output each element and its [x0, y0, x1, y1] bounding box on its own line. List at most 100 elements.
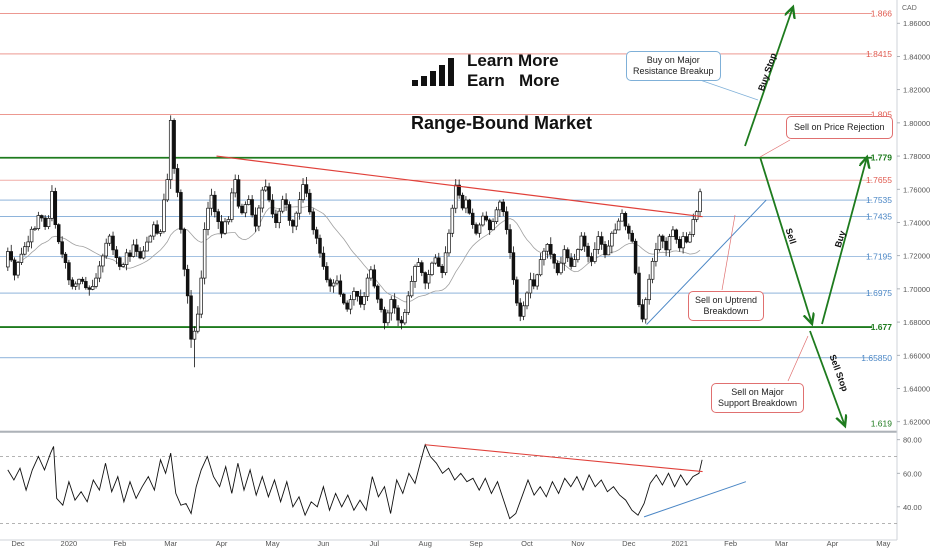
candle-body — [226, 219, 231, 223]
sell-stop-arrow — [809, 330, 845, 426]
logo-text: Learn More Earn More — [467, 51, 560, 91]
candle-body — [165, 179, 170, 201]
candle-body — [94, 277, 98, 287]
candle-body — [450, 207, 455, 234]
price-tick-label: 1.78000 — [903, 152, 930, 161]
time-tick-label: Aug — [419, 539, 432, 548]
candle-body — [430, 262, 434, 275]
candle-body — [128, 252, 132, 257]
candle-body — [16, 262, 20, 276]
candle-body — [372, 269, 377, 287]
price-tick-label: 1.74000 — [903, 218, 930, 227]
price-tick-label: 1.84000 — [903, 52, 930, 61]
candle-body — [216, 211, 220, 222]
candle-body — [308, 192, 312, 213]
candle-body — [630, 232, 634, 242]
candle-body — [688, 234, 692, 243]
time-tick-label: Oct — [521, 539, 534, 548]
candle-body — [593, 249, 597, 262]
candle-body — [267, 186, 271, 201]
candle-body — [501, 201, 505, 213]
candle-body — [114, 249, 119, 259]
price-tick-label: 1.64000 — [903, 384, 930, 393]
callout-sell-uptrend: Sell on Uptrend Breakdown — [688, 291, 765, 321]
time-tick-label: Mar — [775, 539, 788, 548]
candle-body — [511, 252, 516, 281]
sell-arrow — [759, 156, 812, 324]
candle-body — [416, 262, 421, 267]
candle-body — [182, 229, 187, 270]
candle-body — [375, 285, 380, 300]
candle-body — [616, 220, 621, 231]
level-label: 1.8415 — [866, 49, 892, 59]
candle-body — [389, 299, 393, 314]
time-tick-label: Apr — [216, 539, 228, 548]
candle-body — [43, 217, 47, 227]
candle-body — [236, 179, 241, 207]
time-tick-label: Feb — [724, 539, 737, 548]
moving-average-line — [7, 206, 701, 303]
candle-body — [209, 194, 214, 209]
candle-body — [189, 295, 193, 340]
candle-body — [287, 204, 292, 221]
candle-body — [274, 213, 278, 223]
candle-body — [464, 199, 468, 209]
price-tick-label: 1.62000 — [903, 418, 930, 427]
time-tick-label: Jul — [370, 539, 380, 548]
candle-body — [613, 229, 617, 234]
candle-body — [280, 199, 285, 212]
candle-body — [168, 120, 173, 180]
candle-body — [677, 239, 682, 249]
candle-body — [589, 256, 594, 262]
logo-line-1: Learn More — [467, 51, 559, 70]
candle-body — [328, 279, 332, 287]
candle-body — [155, 224, 159, 234]
candle-body — [440, 265, 444, 273]
price-tick-label: 1.70000 — [903, 285, 930, 294]
candle-body — [413, 266, 417, 282]
candle-body — [647, 278, 651, 301]
candle-body — [453, 184, 458, 209]
candles-group — [6, 115, 702, 368]
level-label: 1.779 — [871, 153, 893, 163]
level-label: 1.7655 — [866, 175, 892, 185]
candle-body — [457, 184, 461, 196]
candle-body — [582, 235, 587, 247]
price-tick-label: 1.82000 — [903, 86, 930, 95]
candle-body — [487, 219, 492, 231]
level-label: 1.6975 — [866, 288, 892, 298]
candle-body — [331, 282, 336, 287]
candle-body — [379, 298, 383, 310]
price-tick-label: 1.76000 — [903, 185, 930, 194]
candle-body — [342, 293, 346, 304]
candle-body — [664, 240, 668, 251]
candle-body — [362, 296, 366, 305]
ascending-trendline — [646, 199, 767, 325]
candle-body — [579, 235, 584, 250]
candle-body — [53, 191, 58, 225]
candle-body — [145, 241, 149, 252]
time-tick-label: Apr — [827, 539, 839, 548]
candle-body — [484, 215, 489, 221]
logo-line-2: Earn More — [467, 71, 560, 90]
candle-body — [335, 280, 339, 284]
sell-label: Sell — [784, 227, 798, 245]
leader-sell-support — [787, 335, 809, 382]
level-label: 1.65850 — [861, 353, 892, 363]
candle-body — [504, 211, 509, 230]
candle-body — [633, 240, 638, 274]
candle-body — [399, 319, 404, 324]
candle-body — [365, 277, 370, 297]
candle-body — [603, 244, 607, 256]
candle-body — [525, 292, 529, 307]
candle-body — [67, 262, 71, 281]
candle-body — [162, 199, 166, 232]
candle-body — [674, 229, 679, 240]
candle-body — [297, 199, 302, 214]
candle-body — [325, 266, 329, 281]
candle-body — [596, 236, 601, 250]
candle-body — [101, 255, 105, 267]
candle-body — [253, 214, 258, 227]
candle-body — [667, 236, 672, 251]
